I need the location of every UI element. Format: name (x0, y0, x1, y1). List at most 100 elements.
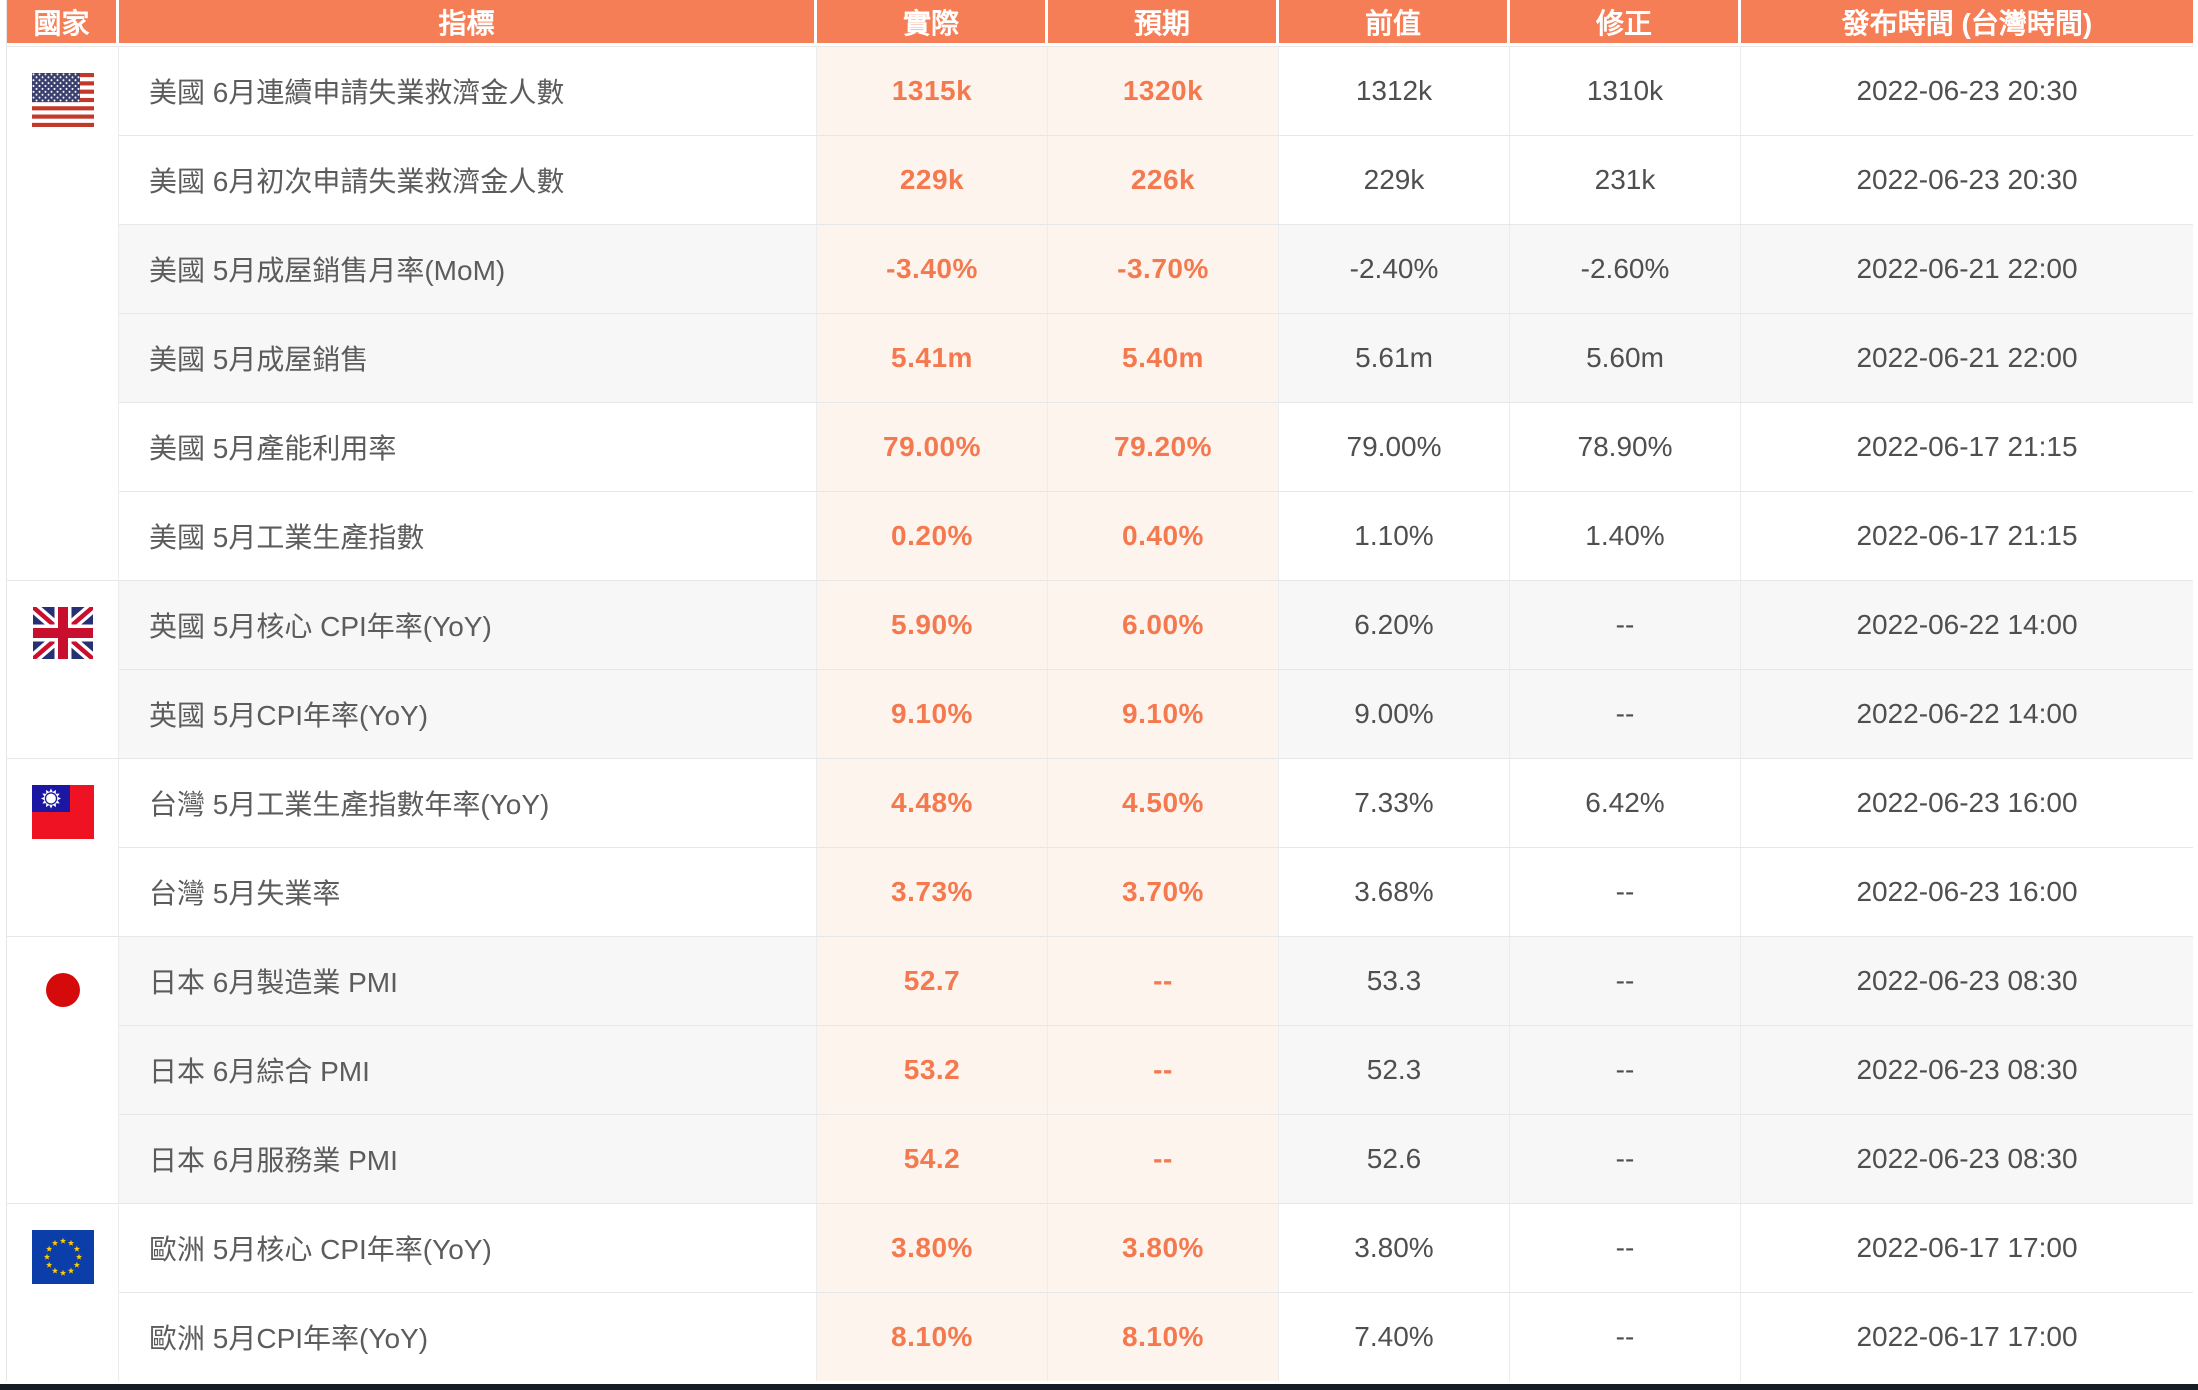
actual-cell: 5.90% (817, 580, 1048, 669)
actual-cell: 3.80% (817, 1203, 1048, 1292)
previous-cell: 3.80% (1279, 1203, 1510, 1292)
table-row: 美國 6月初次申請失業救濟金人數 229k 226k 229k 231k 202… (7, 135, 2193, 224)
col-header-indicator: 指標 (119, 0, 817, 46)
forecast-cell: 226k (1048, 135, 1279, 224)
col-header-previous: 前值 (1279, 0, 1510, 46)
col-header-revision: 修正 (1510, 0, 1741, 46)
indicator-cell: 日本 6月綜合 PMI (119, 1025, 817, 1114)
table-row: 日本 6月綜合 PMI 53.2 -- 52.3 -- 2022-06-23 0… (7, 1025, 2193, 1114)
indicator-table: 國家 指標 實際 預期 前值 修正 發布時間 (台灣時間) (7, 0, 2193, 1381)
table-row: 美國 5月成屋銷售月率(MoM) -3.40% -3.70% -2.40% -2… (7, 224, 2193, 313)
forecast-cell: 1320k (1048, 46, 1279, 135)
us-flag-icon (31, 73, 94, 127)
revision-cell: 1.40% (1510, 491, 1741, 580)
actual-cell: 229k (817, 135, 1048, 224)
table-row: 美國 5月產能利用率 79.00% 79.20% 79.00% 78.90% 2… (7, 402, 2193, 491)
revision-cell: -- (1510, 1292, 1741, 1381)
forecast-cell: 5.40m (1048, 313, 1279, 402)
indicator-cell: 美國 5月產能利用率 (119, 402, 817, 491)
forecast-cell: 6.00% (1048, 580, 1279, 669)
indicator-cell: 台灣 5月工業生產指數年率(YoY) (119, 758, 817, 847)
country-cell (7, 1203, 119, 1381)
revision-cell: 78.90% (1510, 402, 1741, 491)
table-row: 美國 5月工業生產指數 0.20% 0.40% 1.10% 1.40% 2022… (7, 491, 2193, 580)
indicator-cell: 美國 5月成屋銷售 (119, 313, 817, 402)
forecast-cell: 3.80% (1048, 1203, 1279, 1292)
country-cell (7, 46, 119, 580)
previous-cell: 7.33% (1279, 758, 1510, 847)
time-cell: 2022-06-23 20:30 (1741, 135, 2193, 224)
table-row: 台灣 5月失業率 3.73% 3.70% 3.68% -- 2022-06-23… (7, 847, 2193, 936)
eu-flag-icon (31, 1230, 94, 1284)
previous-cell: 229k (1279, 135, 1510, 224)
revision-cell: -- (1510, 580, 1741, 669)
revision-cell: -- (1510, 1203, 1741, 1292)
header-row: 國家 指標 實際 預期 前值 修正 發布時間 (台灣時間) (7, 0, 2193, 46)
bottom-border-bar (0, 1384, 2198, 1390)
table-row: 日本 6月服務業 PMI 54.2 -- 52.6 -- 2022-06-23 … (7, 1114, 2193, 1203)
table-row: 英國 5月CPI年率(YoY) 9.10% 9.10% 9.00% -- 202… (7, 669, 2193, 758)
previous-cell: 52.3 (1279, 1025, 1510, 1114)
revision-cell: -2.60% (1510, 224, 1741, 313)
indicator-table-wrap: 國家 指標 實際 預期 前值 修正 發布時間 (台灣時間) (6, 0, 2193, 1381)
indicator-cell: 美國 5月工業生產指數 (119, 491, 817, 580)
previous-cell: 79.00% (1279, 402, 1510, 491)
col-header-country: 國家 (7, 0, 119, 46)
indicator-cell: 日本 6月製造業 PMI (119, 936, 817, 1025)
previous-cell: 3.68% (1279, 847, 1510, 936)
japan-flag-icon (31, 963, 94, 1017)
col-header-time: 發布時間 (台灣時間) (1741, 0, 2193, 46)
actual-cell: 0.20% (817, 491, 1048, 580)
table-row: 台灣 5月工業生產指數年率(YoY) 4.48% 4.50% 7.33% 6.4… (7, 758, 2193, 936)
time-cell: 2022-06-17 17:00 (1741, 1203, 2193, 1292)
table-body: 美國 6月連續申請失業救濟金人數 1315k 1320k 1312k 1310k… (7, 46, 2193, 1381)
forecast-cell: 8.10% (1048, 1292, 1279, 1381)
actual-cell: 52.7 (817, 936, 1048, 1025)
forecast-cell: 9.10% (1048, 669, 1279, 758)
actual-cell: 8.10% (817, 1292, 1048, 1381)
indicator-cell: 英國 5月核心 CPI年率(YoY) (119, 580, 817, 669)
previous-cell: 52.6 (1279, 1114, 1510, 1203)
forecast-cell: -- (1048, 936, 1279, 1025)
table-row: 美國 6月連續申請失業救濟金人數 1315k 1320k 1312k 1310k… (7, 46, 2193, 580)
actual-cell: 53.2 (817, 1025, 1048, 1114)
time-cell: 2022-06-17 21:15 (1741, 491, 2193, 580)
forecast-cell: -- (1048, 1114, 1279, 1203)
indicator-cell: 日本 6月服務業 PMI (119, 1114, 817, 1203)
country-cell (7, 936, 119, 1203)
previous-cell: 5.61m (1279, 313, 1510, 402)
time-cell: 2022-06-23 16:00 (1741, 758, 2193, 847)
indicator-cell: 歐洲 5月核心 CPI年率(YoY) (119, 1203, 817, 1292)
actual-cell: 3.73% (817, 847, 1048, 936)
previous-cell: 9.00% (1279, 669, 1510, 758)
indicator-cell: 美國 5月成屋銷售月率(MoM) (119, 224, 817, 313)
time-cell: 2022-06-17 17:00 (1741, 1292, 2193, 1381)
time-cell: 2022-06-17 21:15 (1741, 402, 2193, 491)
time-cell: 2022-06-22 14:00 (1741, 580, 2193, 669)
time-cell: 2022-06-23 08:30 (1741, 1025, 2193, 1114)
revision-cell: 6.42% (1510, 758, 1741, 847)
indicator-cell: 台灣 5月失業率 (119, 847, 817, 936)
forecast-cell: 79.20% (1048, 402, 1279, 491)
time-cell: 2022-06-22 14:00 (1741, 669, 2193, 758)
time-cell: 2022-06-23 20:30 (1741, 46, 2193, 135)
table-row: 歐洲 5月CPI年率(YoY) 8.10% 8.10% 7.40% -- 202… (7, 1292, 2193, 1381)
previous-cell: 6.20% (1279, 580, 1510, 669)
forecast-cell: -3.70% (1048, 224, 1279, 313)
taiwan-flag-icon (31, 785, 94, 839)
actual-cell: 79.00% (817, 402, 1048, 491)
time-cell: 2022-06-23 08:30 (1741, 936, 2193, 1025)
forecast-cell: 0.40% (1048, 491, 1279, 580)
table-row: 英國 5月核心 CPI年率(YoY) 5.90% 6.00% 6.20% -- … (7, 580, 2193, 758)
previous-cell: 1.10% (1279, 491, 1510, 580)
col-header-forecast: 預期 (1048, 0, 1279, 46)
actual-cell: 4.48% (817, 758, 1048, 847)
previous-cell: 1312k (1279, 46, 1510, 135)
actual-cell: 9.10% (817, 669, 1048, 758)
revision-cell: -- (1510, 669, 1741, 758)
forecast-cell: 3.70% (1048, 847, 1279, 936)
revision-cell: 231k (1510, 135, 1741, 224)
indicator-cell: 美國 6月初次申請失業救濟金人數 (119, 135, 817, 224)
country-cell (7, 580, 119, 758)
